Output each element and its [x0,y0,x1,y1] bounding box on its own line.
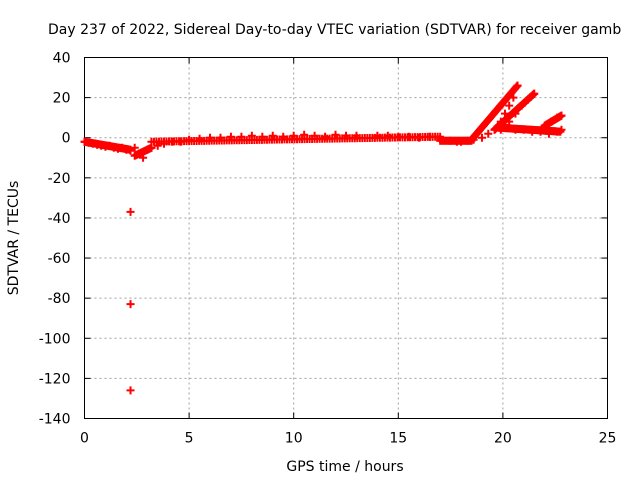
x-tick-label: 10 [285,431,303,447]
data-point [484,129,493,138]
data-point-dense [529,89,538,98]
y-tick-label: -20 [48,171,71,187]
x-tick-label: 15 [389,431,407,447]
plot-frame [84,57,608,419]
y-tick-label: -100 [39,331,71,347]
gridlines [84,57,608,419]
data-point [477,133,486,142]
x-tick-label: 0 [80,431,89,447]
y-tick-label: -120 [39,371,71,387]
y-tick-label: 40 [53,51,71,67]
data-point [126,300,135,309]
y-tick-label: -60 [48,251,71,267]
data-point-dense [126,145,135,154]
y-tick-label: 0 [62,131,71,147]
data-points [80,81,566,395]
y-tick-label: -40 [48,211,71,227]
data-point-dense [513,81,522,90]
x-tick-label: 5 [185,431,194,447]
x-tick-label: 25 [599,431,617,447]
data-point [126,207,135,216]
data-point-dense [556,127,565,136]
x-tick-label: 20 [494,431,512,447]
data-point [153,141,162,150]
y-tick-label: -80 [48,291,71,307]
x-axis-label: GPS time / hours [286,459,403,475]
data-point-dense [557,111,566,120]
y-tick-label: 20 [53,91,71,107]
y-tick-label: -140 [39,412,71,428]
chart-title: Day 237 of 2022, Sidereal Day-to-day VTE… [48,22,621,38]
axes: 0 5 10 15 20 25 -140 -120 -100 -80 -60 -40 -20 0 20 40 [39,51,617,447]
data-point [126,386,135,395]
y-axis-label: SDTVAR / TECUs [6,181,22,296]
data-point [130,143,139,152]
data-point [505,101,514,110]
